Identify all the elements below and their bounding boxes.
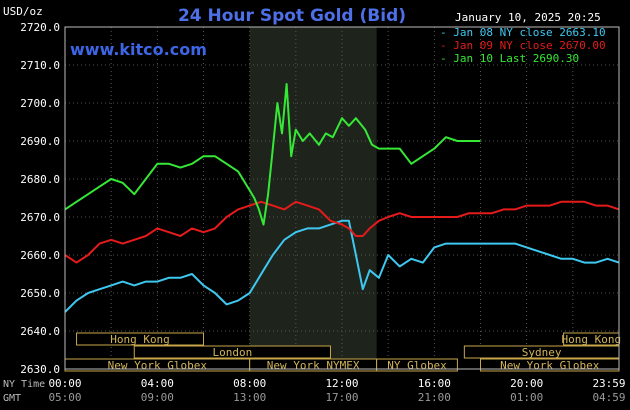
series-line-1 [64,200,620,264]
y-axis-ticks: 2630.0 2640.0 2650.0 2660.0 2670.0 2680.0 2690… [20,21,60,376]
x-tick-ny-0: 00:00 [48,377,81,390]
legend-item-1: - Jan 09 NY close 2670.00 [440,39,606,52]
x-tick-gmt-2: 13:00 [233,391,266,404]
legend-item-2: - Jan 10 Last 2690.30 [440,52,579,65]
gmt-row-label: GMT [3,393,21,404]
website-label: www.kitco.com [70,40,207,59]
y-tick-label-8: 2710.0 [20,59,60,72]
x-tick-gmt-4: 21:00 [418,391,451,404]
timestamp: January 10, 2025 20:25 [455,11,601,24]
y-tick-label-9: 2720.0 [20,21,60,34]
y-tick-label-4: 2670.0 [20,211,60,224]
session-label-sessions_row3-1: New York NYMEX [267,359,360,372]
ny-time-row-label: NY Time [3,379,45,390]
session-label-sessions_row2-1: Sydney [522,346,562,359]
x-tick-gmt-3: 17:00 [325,391,358,404]
x-tick-ny-6: 23:59 [592,377,625,390]
session-label-sessions_row3-2: NY Globex [387,359,447,372]
session-bar-sessions_row1-0 [76,332,204,346]
x-tick-gmt-5: 01:00 [510,391,543,404]
x-tick-ny-4: 16:00 [418,377,451,390]
nymex-session-highlight [249,27,377,369]
x-tick-gmt-6: 04:59 [592,391,625,404]
legend-item-0: - Jan 08 NY close 2663.10 [440,26,606,39]
session-label-sessions_row3-0: New York Globex [108,359,208,372]
y-tick-label-5: 2680.0 [20,173,60,186]
y-tick-label-0: 2630.0 [20,363,60,376]
price-series [64,83,620,313]
session-label-sessions_row3-3: New York Globex [500,359,600,372]
session-label-sessions_row1-1: Hong Kong [561,333,621,346]
y-tick-label-1: 2640.0 [20,325,60,338]
x-tick-ny-3: 12:00 [325,377,358,390]
session-label-sessions_row1-0: Hong Kong [110,333,170,346]
x-tick-gmt-1: 09:00 [141,391,174,404]
y-tick-label-6: 2690.0 [20,135,60,148]
session-bar-sessions_row2-0 [133,345,331,359]
series-line-2 [64,83,481,226]
x-tick-ny-5: 20:00 [510,377,543,390]
grid-lines [65,26,619,370]
x-tick-ny-2: 08:00 [233,377,266,390]
legend: - Jan 08 NY close 2663.10- Jan 09 NY clo… [440,26,606,65]
session-label-sessions_row2-0: London [212,346,252,359]
x-tick-gmt-0: 05:00 [48,391,81,404]
unit-label: USD/oz [3,5,43,18]
session-bar-sessions_row3-2 [376,358,458,372]
chart-title: 24 Hour Spot Gold (Bid) [178,6,406,26]
y-tick-label-7: 2700.0 [20,97,60,110]
x-tick-ny-1: 04:00 [141,377,174,390]
plot-frame [64,26,620,370]
y-tick-label-3: 2660.0 [20,249,60,262]
series-line-0 [64,219,620,313]
y-tick-label-2: 2650.0 [20,287,60,300]
